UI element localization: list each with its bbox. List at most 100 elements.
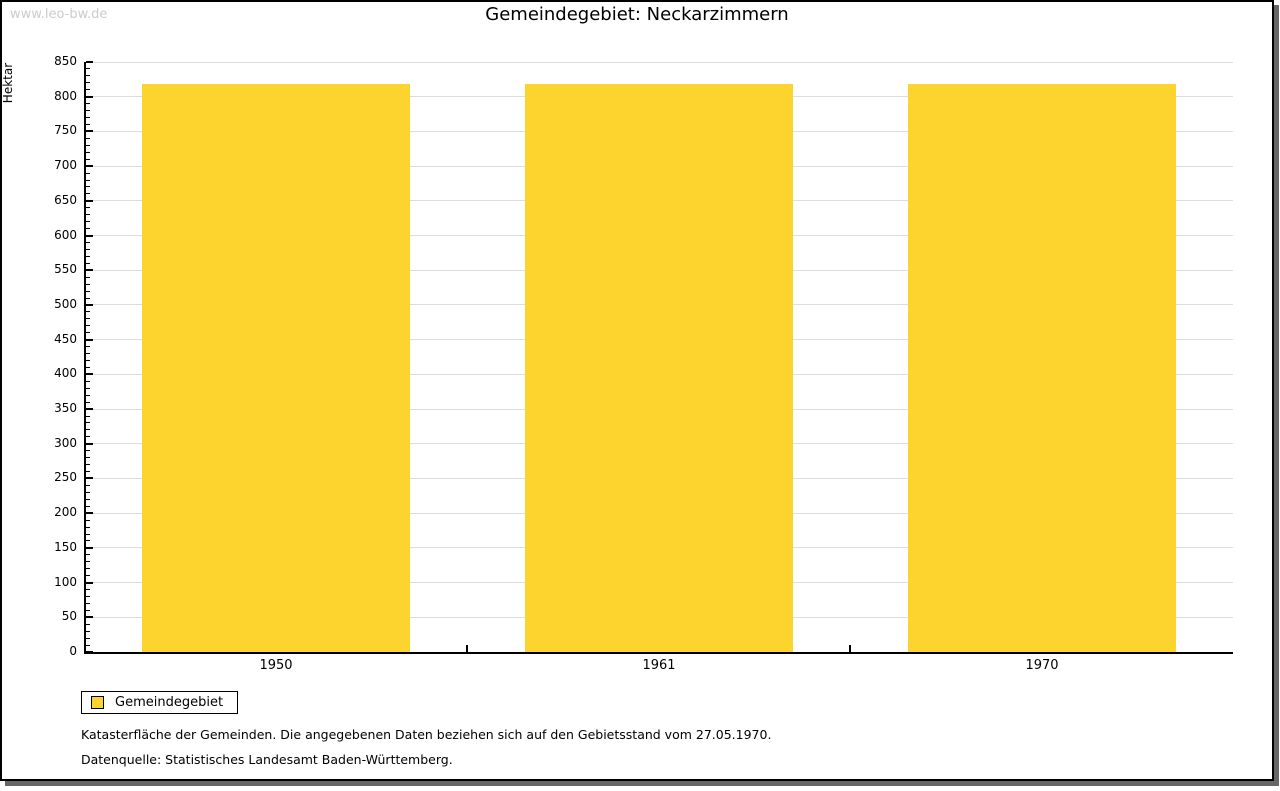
y-tick-major bbox=[86, 651, 93, 653]
y-tick-minor bbox=[86, 380, 90, 382]
y-tick-minor bbox=[86, 387, 90, 389]
y-tick-minor bbox=[86, 498, 90, 500]
x-axis-label-1961: 1961 bbox=[642, 658, 676, 673]
y-tick-major bbox=[86, 581, 93, 584]
y-tick-minor bbox=[86, 609, 90, 611]
y-tick-minor bbox=[86, 123, 90, 125]
y-tick-minor bbox=[86, 401, 90, 403]
x-axis-label-1970: 1970 bbox=[1025, 658, 1059, 673]
y-tick-minor bbox=[86, 318, 90, 320]
y-tick-minor bbox=[86, 325, 90, 327]
y-tick-minor bbox=[86, 526, 90, 528]
y-tick-minor bbox=[86, 214, 90, 216]
y-tick-label: 600 bbox=[54, 227, 77, 242]
y-tick-major bbox=[86, 477, 93, 480]
y-tick-label: 100 bbox=[54, 574, 77, 589]
y-tick-major bbox=[86, 234, 93, 237]
legend-swatch bbox=[91, 696, 104, 709]
y-tick-minor bbox=[86, 450, 90, 452]
y-tick-minor bbox=[86, 436, 90, 438]
y-tick-minor bbox=[86, 353, 90, 355]
footnote-description: Katasterfläche der Gemeinden. Die angege… bbox=[81, 727, 772, 742]
bar-1970 bbox=[908, 83, 1176, 652]
y-tick-minor bbox=[86, 117, 90, 119]
y-tick-major bbox=[86, 303, 93, 306]
y-tick-minor bbox=[86, 103, 90, 105]
footnote-source: Datenquelle: Statistisches Landesamt Bad… bbox=[81, 752, 453, 767]
y-tick-minor bbox=[86, 464, 90, 466]
y-tick-label: 500 bbox=[54, 296, 77, 311]
y-tick-minor bbox=[86, 311, 90, 313]
y-tick-minor bbox=[86, 595, 90, 597]
x-axis-label-1950: 1950 bbox=[259, 658, 293, 673]
y-tick-major bbox=[86, 338, 93, 341]
y-tick-minor bbox=[86, 248, 90, 250]
y-tick-major bbox=[86, 130, 93, 133]
y-tick-minor bbox=[86, 637, 90, 639]
y-tick-minor bbox=[86, 429, 90, 431]
y-tick-minor bbox=[86, 505, 90, 507]
y-tick-label: 400 bbox=[54, 366, 77, 381]
gridline bbox=[84, 61, 1233, 63]
y-tick-minor bbox=[86, 89, 90, 91]
y-tick-minor bbox=[86, 561, 90, 563]
y-tick-label: 750 bbox=[54, 123, 77, 138]
y-tick-minor bbox=[86, 207, 90, 209]
y-tick-minor bbox=[86, 172, 90, 174]
y-tick-major bbox=[86, 512, 93, 515]
y-tick-minor bbox=[86, 186, 90, 188]
y-tick-major bbox=[86, 408, 93, 411]
y-tick-label: 700 bbox=[54, 158, 77, 173]
y-tick-minor bbox=[86, 151, 90, 153]
bar-1950 bbox=[142, 83, 410, 652]
y-tick-minor bbox=[86, 491, 90, 493]
y-tick-major bbox=[86, 373, 93, 376]
x-axis-line bbox=[84, 652, 1233, 654]
y-tick-minor bbox=[86, 228, 90, 230]
y-tick-minor bbox=[86, 554, 90, 556]
y-tick-minor bbox=[86, 519, 90, 521]
y-tick-minor bbox=[86, 262, 90, 264]
y-tick-minor bbox=[86, 359, 90, 361]
y-tick-minor bbox=[86, 276, 90, 278]
y-tick-minor bbox=[86, 422, 90, 424]
y-tick-major bbox=[86, 442, 93, 445]
y-tick-major bbox=[86, 269, 93, 272]
y-tick-minor bbox=[86, 366, 90, 368]
y-tick-minor bbox=[86, 297, 90, 299]
y-tick-label: 200 bbox=[54, 505, 77, 520]
legend: Gemeindegebiet bbox=[81, 691, 239, 714]
y-tick-label: 150 bbox=[54, 539, 77, 554]
y-tick-minor bbox=[86, 332, 90, 334]
bar-1961 bbox=[525, 83, 793, 652]
y-tick-major bbox=[86, 199, 93, 202]
y-tick-minor bbox=[86, 290, 90, 292]
y-tick-major bbox=[86, 95, 93, 98]
y-tick-minor bbox=[86, 415, 90, 417]
chart-title: Gemeindegebiet: Neckarzimmern bbox=[485, 4, 789, 25]
y-tick-major bbox=[86, 546, 93, 549]
y-tick-minor bbox=[86, 221, 90, 223]
y-tick-minor bbox=[86, 568, 90, 570]
y-tick-minor bbox=[86, 589, 90, 591]
y-tick-minor bbox=[86, 179, 90, 181]
chart-area: 1950 1961 1970 0 50 100 150 200 250 300 350 400 450 5… bbox=[2, 2, 1272, 682]
x-category-tick bbox=[849, 645, 851, 652]
y-tick-minor bbox=[86, 193, 90, 195]
y-tick-minor bbox=[86, 346, 90, 348]
y-tick-minor bbox=[86, 457, 90, 459]
y-tick-label: 300 bbox=[54, 435, 77, 450]
y-tick-label: 650 bbox=[54, 192, 77, 207]
y-tick-minor bbox=[86, 255, 90, 257]
y-tick-minor bbox=[86, 575, 90, 577]
y-tick-label: 250 bbox=[54, 470, 77, 485]
y-tick-label: 50 bbox=[61, 609, 77, 624]
y-tick-minor bbox=[86, 630, 90, 632]
y-tick-minor bbox=[86, 533, 90, 535]
y-tick-minor bbox=[86, 158, 90, 160]
y-tick-label: 350 bbox=[54, 401, 77, 416]
y-tick-major bbox=[86, 616, 93, 619]
y-axis-line bbox=[84, 62, 86, 654]
y-tick-minor bbox=[86, 540, 90, 542]
